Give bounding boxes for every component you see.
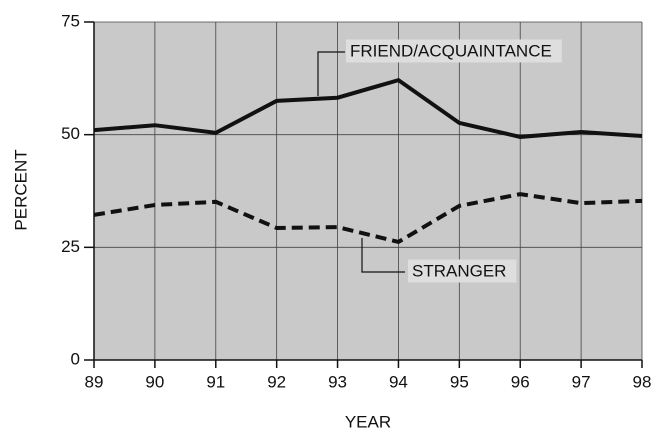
label-background [408, 259, 517, 283]
x-axis-label: YEAR [345, 412, 391, 431]
x-tick-label: 95 [450, 372, 469, 391]
x-tick-label: 92 [267, 372, 286, 391]
y-tick-label: 25 [61, 237, 80, 256]
x-tick-label: 91 [206, 372, 225, 391]
series-label: STRANGER [412, 261, 506, 280]
x-tick-label: 96 [511, 372, 530, 391]
series-line [93, 77, 643, 139]
y-tick-label: 50 [61, 124, 80, 143]
y-axis-label: PERCENT [11, 149, 30, 230]
label-background [346, 39, 562, 63]
x-tick-label: 97 [572, 372, 591, 391]
x-tick-label: 90 [145, 372, 164, 391]
leader-line [317, 51, 345, 96]
x-tick-label: 98 [633, 372, 652, 391]
plot-background [94, 22, 642, 360]
x-tick-label: 89 [85, 372, 104, 391]
y-tick-label: 75 [61, 11, 80, 30]
series-line [93, 192, 643, 245]
x-tick-label: 94 [389, 372, 408, 391]
y-tick-label: 0 [71, 349, 80, 368]
x-tick-label: 93 [328, 372, 347, 391]
series-label: FRIEND/ACQUAINTANCE [350, 41, 552, 60]
leader-line [361, 238, 405, 273]
